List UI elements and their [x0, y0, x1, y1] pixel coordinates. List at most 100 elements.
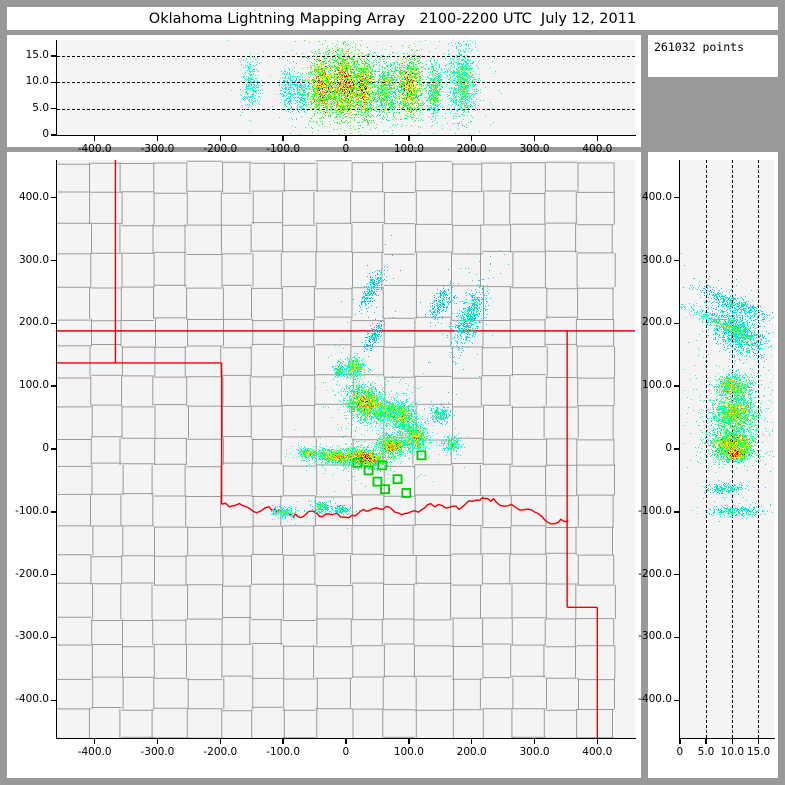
y-tick [51, 448, 57, 450]
x-tick [345, 738, 347, 744]
x-tick [219, 135, 222, 141]
x-tick-label: 10.0 [720, 746, 745, 758]
page-title: Oklahoma Lightning Mapping Array 2100-22… [148, 10, 637, 27]
lma-station-marker[interactable] [372, 476, 383, 487]
x-tick [470, 135, 473, 141]
x-tick [533, 135, 536, 141]
y-tick [51, 511, 57, 513]
y-tick-label: -100.0 [638, 504, 672, 517]
y-tick [674, 573, 680, 576]
x-tick [757, 738, 760, 744]
x-tick [345, 135, 347, 141]
x-tick [282, 135, 284, 141]
lma-station-marker[interactable] [416, 450, 427, 461]
x-tick-label: 0 [342, 746, 350, 758]
points-count-label: 261032 points [654, 40, 745, 54]
y-tick-label: 0 [42, 128, 49, 140]
y-tick-label: 15.0 [25, 48, 49, 61]
lma-station-marker[interactable] [401, 488, 412, 498]
y-tick [51, 573, 57, 576]
y-tick-label: 100.0 [641, 379, 672, 392]
x-axis-line [679, 738, 775, 740]
x-tick [93, 738, 96, 744]
y-tick [674, 448, 680, 450]
x-tick [408, 738, 410, 744]
y-tick-label: 5.0 [32, 101, 49, 114]
altitude-vs-east-panel: 0 5.0 10.0 15.0 -400.0 -300.0 -200.0 -100.0 0 100… [7, 35, 641, 155]
y-tick [674, 636, 680, 639]
x-tick-label: 400.0 [582, 746, 613, 758]
lma-station-marker[interactable] [377, 460, 388, 471]
y-tick [51, 107, 57, 110]
y-tick-label: 400.0 [641, 190, 672, 203]
x-tick-label: 5.0 [697, 746, 715, 758]
y-tick [51, 385, 57, 387]
points-count-box: 261032 points [648, 35, 778, 77]
y-tick [674, 385, 680, 387]
y-tick-label: 300.0 [18, 253, 49, 266]
y-tick-label: 100.0 [18, 379, 49, 392]
y-tick [51, 134, 57, 136]
y-tick [51, 636, 57, 639]
y-tick-label: -300.0 [638, 630, 672, 643]
plan-view-panel: -400.0 -300.0 -200.0 -100.0 0 100.0 200.0 300.0… [7, 152, 641, 778]
x-tick-label: 100.0 [393, 746, 424, 758]
y-tick-label: -200.0 [15, 567, 49, 580]
x-tick [679, 738, 681, 744]
lma-station-marker[interactable] [363, 465, 374, 476]
y-tick [674, 699, 680, 701]
y-tick-label: -300.0 [15, 630, 49, 643]
x-tick-label: 0 [342, 143, 350, 155]
x-tick [282, 738, 284, 744]
x-tick [93, 135, 96, 141]
x-tick [596, 135, 598, 141]
lightning-source-density [57, 40, 635, 135]
lma-station-marker[interactable] [380, 484, 390, 495]
y-tick [51, 55, 57, 57]
lma-station-layer [352, 450, 427, 498]
y-axis-line [56, 40, 58, 136]
title-bar: Oklahoma Lightning Mapping Array 2100-22… [7, 7, 778, 30]
y-tick-label: -400.0 [15, 693, 49, 706]
lma-station-marker[interactable] [352, 457, 363, 468]
x-tick-label: 200.0 [456, 746, 487, 758]
y-tick-label: 200.0 [18, 316, 49, 329]
x-tick [533, 738, 536, 744]
x-tick-label: -300.0 [140, 746, 175, 758]
y-tick [674, 511, 680, 513]
y-tick [674, 322, 680, 325]
y-tick [51, 259, 57, 262]
lma-station-marker[interactable] [392, 474, 403, 485]
x-tick [596, 738, 598, 744]
lightning-source-density [57, 160, 635, 738]
y-tick-label: -100.0 [15, 504, 49, 517]
x-tick-label: 0 [676, 746, 684, 758]
altitude-vs-east-plot-area[interactable] [57, 40, 635, 135]
y-tick-label: 0 [42, 442, 49, 454]
y-tick [51, 81, 57, 83]
y-tick-label: 10.0 [25, 75, 49, 88]
plan-view-plot-area[interactable] [57, 160, 635, 738]
y-tick [51, 196, 57, 199]
y-tick [674, 196, 680, 199]
x-tick [156, 135, 159, 141]
y-tick-label: 400.0 [18, 190, 49, 203]
y-tick [51, 322, 57, 325]
x-tick [705, 738, 707, 744]
x-tick-label: -200.0 [203, 746, 238, 758]
y-tick-label: 300.0 [641, 253, 672, 266]
x-tick-label: -400.0 [77, 746, 112, 758]
x-tick [731, 738, 733, 744]
x-tick [470, 738, 473, 744]
y-tick [51, 699, 57, 701]
x-tick [156, 738, 159, 744]
lightning-source-density [680, 160, 774, 738]
x-tick-label: 300.0 [519, 746, 550, 758]
x-tick [408, 135, 410, 141]
altitude-vs-north-plot-area[interactable] [680, 160, 774, 738]
y-tick-label: -200.0 [638, 567, 672, 580]
y-tick-label: -400.0 [638, 693, 672, 706]
y-tick-label: 0 [665, 442, 672, 454]
x-tick-label: -100.0 [266, 746, 301, 758]
